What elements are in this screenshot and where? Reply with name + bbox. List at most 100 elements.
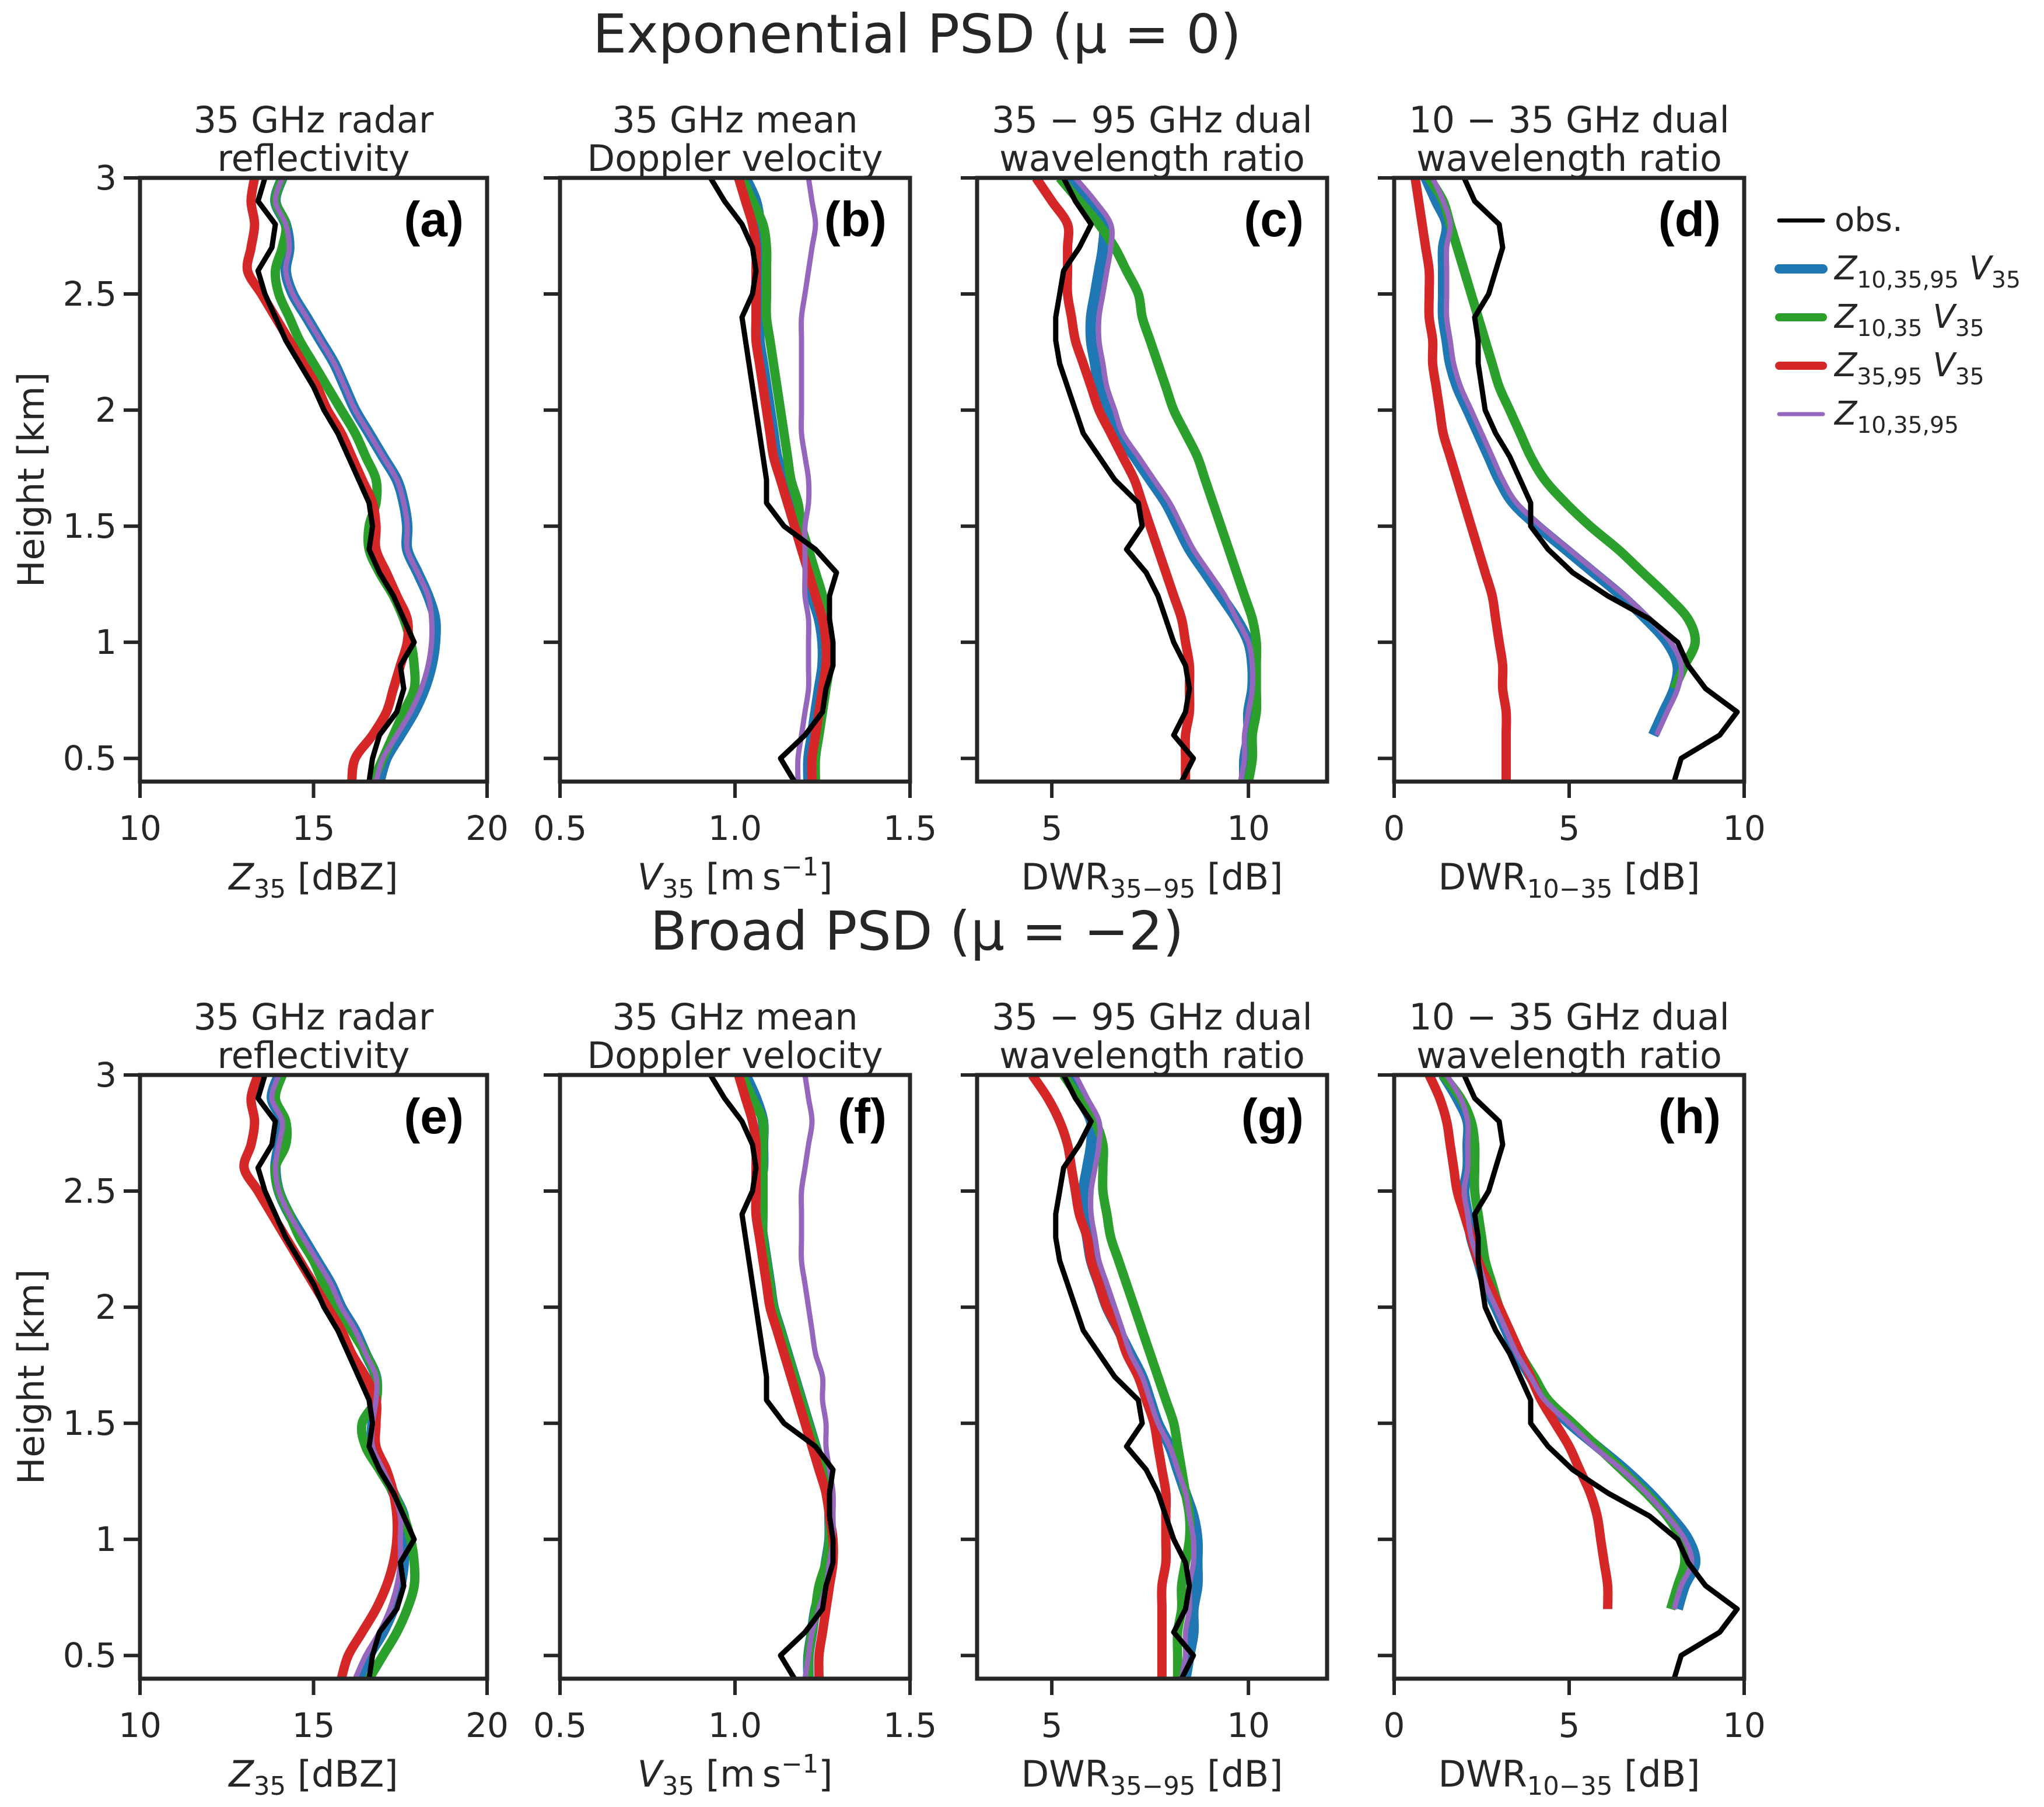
x-tick-label: 5 [1559, 1706, 1580, 1745]
series-line-obs [708, 1075, 836, 1679]
panel-label: (e) [404, 1089, 464, 1144]
y-tick-label: 1.5 [63, 1403, 117, 1443]
y-tick-label: 1 [95, 1519, 117, 1559]
x-tick-label: 1.5 [883, 1706, 937, 1745]
series-line-z35-95-v35 [242, 178, 413, 782]
x-tick-label: 20 [466, 1706, 509, 1745]
x-tick-label: 10 [1227, 1706, 1270, 1745]
x-axis-label: V35 [m s−1] [638, 853, 833, 904]
legend-entry: Z10,35,95 V35 [1774, 250, 2021, 293]
series-line-z10-35-v35 [1425, 178, 1700, 691]
panel-label: (f) [838, 1089, 887, 1144]
series-line-z10-35-v35 [1059, 1075, 1195, 1679]
series-line-obs [1461, 1075, 1740, 1679]
legend-entry: obs. [1777, 201, 1903, 239]
x-axis-label: DWR10−35 [dB] [1438, 856, 1700, 904]
panel-title-line: 35 − 95 GHz dual [992, 996, 1312, 1038]
series-line-z10-35-95 [269, 1075, 404, 1679]
x-axis-label: DWR35−95 [dB] [1021, 856, 1283, 904]
series-line-z35-95-v35 [734, 178, 831, 782]
series-line-z10-35-v35 [1439, 1075, 1690, 1610]
series-line-z10-35-95 [1073, 178, 1256, 782]
axes-frame [975, 1073, 1329, 1681]
panel-label: (b) [824, 192, 887, 247]
panel-title-line: 35 GHz radar [194, 99, 434, 141]
x-tick-label: 5 [1041, 808, 1063, 848]
panel-title-line: 10 − 35 GHz dual [1409, 99, 1730, 141]
row-title-top: Exponential PSD (μ = 0) [593, 3, 1241, 65]
series-line-z10-35-95 [1430, 178, 1684, 737]
x-tick-label: 10 [1723, 1706, 1766, 1745]
panel-title-line: wavelength ratio [999, 1034, 1305, 1077]
y-tick-label: 2 [95, 1287, 117, 1327]
series-line-obs [1053, 1075, 1196, 1679]
series-line-z35-95-v35 [1424, 1075, 1613, 1609]
x-axis-label: Z35 [dBZ] [228, 1753, 398, 1801]
series-line-z10-35-95 [1444, 1075, 1695, 1610]
x-tick-label: 0 [1384, 808, 1405, 848]
series-line-obs [255, 1075, 417, 1679]
y-tick-label: 1 [95, 622, 117, 662]
series-line-z10-35-95 [795, 178, 818, 782]
panel-title-line: 35 − 95 GHz dual [992, 99, 1312, 141]
y-axis-label: Height [km] [10, 372, 52, 587]
series-line-z10-35-95-v35 [1420, 178, 1684, 738]
x-tick-label: 5 [1041, 1706, 1063, 1745]
series-line-z35-95-v35 [1410, 178, 1511, 782]
y-tick-label: 3 [95, 1055, 117, 1095]
panel-title-line: Doppler velocity [587, 1034, 883, 1077]
y-tick-label: 1.5 [63, 506, 117, 546]
panel-label: (a) [404, 192, 464, 247]
y-axis-label: Height [km] [10, 1269, 52, 1484]
legend-entry: Z35,95 V35 [1775, 346, 1985, 390]
y-tick-label: 0.5 [63, 738, 117, 778]
y-tick-label: 0.5 [63, 1636, 117, 1675]
x-tick-label: 0 [1384, 1706, 1405, 1745]
x-axis-label: V35 [m s−1] [638, 1750, 833, 1801]
panel-title-line: 35 GHz mean [612, 99, 858, 141]
panel-title-line: reflectivity [217, 137, 410, 180]
series-line-z10-35-v35 [1056, 178, 1262, 782]
legend-label: Z10,35,95 [1833, 395, 1959, 439]
axes-frame [1392, 1073, 1746, 1681]
x-tick-label: 0.5 [533, 808, 587, 848]
axes-frame [138, 1073, 489, 1681]
series-line-z10-35-v35 [270, 178, 420, 782]
legend-label: obs. [1835, 201, 1903, 239]
row-title-bottom: Broad PSD (μ = −2) [650, 900, 1184, 962]
legend-label: Z35,95 V35 [1833, 346, 1985, 390]
x-tick-label: 15 [292, 808, 335, 848]
panel-title-line: 35 GHz radar [194, 996, 434, 1038]
x-tick-label: 15 [292, 1706, 335, 1745]
x-tick-label: 1.0 [708, 1706, 762, 1745]
x-tick-label: 5 [1559, 808, 1580, 848]
axes-frame [138, 176, 489, 784]
y-tick-label: 2.5 [63, 274, 117, 314]
x-axis-label: DWR35−95 [dB] [1021, 1753, 1283, 1801]
panel-title-line: 10 − 35 GHz dual [1409, 996, 1730, 1038]
panel-title-line: wavelength ratio [999, 137, 1305, 180]
x-tick-label: 10 [1227, 808, 1270, 848]
x-tick-label: 10 [118, 808, 162, 848]
legend-label: Z10,35,95 V35 [1833, 250, 2021, 293]
panel-title-line: 35 GHz mean [612, 996, 858, 1038]
panel-title-line: reflectivity [217, 1034, 410, 1077]
axes-frame [975, 176, 1329, 784]
series-line-z35-95-v35 [239, 1075, 402, 1679]
y-tick-label: 2.5 [63, 1171, 117, 1211]
x-tick-label: 1.0 [708, 808, 762, 848]
x-tick-label: 20 [466, 808, 509, 848]
x-axis-label: Z35 [dBZ] [228, 856, 398, 904]
axes-frame [558, 1073, 912, 1681]
x-axis-label: DWR10−35 [dB] [1438, 1753, 1700, 1801]
legend-label: Z10,35 V35 [1833, 298, 1985, 342]
